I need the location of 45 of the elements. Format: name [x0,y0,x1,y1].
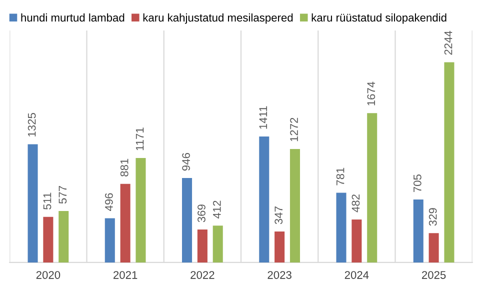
x-tick-label: 2020 [36,271,60,279]
bar [120,184,130,262]
data-label: 511 [43,192,52,210]
bar [197,230,208,262]
bar [58,210,69,262]
data-label: 369 [198,204,206,222]
data-label: 329 [428,208,437,226]
bar [367,113,378,262]
data-label: 881 [120,158,128,176]
legend-label: hundi murtud lambad [21,13,124,22]
legend-label: karu kahjustatud mesilaspered [143,13,293,24]
x-tick-label: 2025 [422,271,446,279]
data-label: 577 [58,186,67,204]
data-label: 1674 [367,82,376,106]
data-label: 781 [336,168,344,186]
bar [428,233,439,262]
data-label: 2244 [444,30,452,55]
data-label: 347 [274,206,283,224]
data-label: 705 [413,174,422,192]
x-tick-label: 2022 [190,271,214,279]
bar [136,158,146,262]
x-tick-label: 2024 [344,271,369,279]
data-label: 1272 [290,118,298,142]
data-label: 412 [212,200,221,218]
bar [413,200,424,262]
bar [104,218,115,262]
data-label: 482 [352,194,360,212]
bar [182,178,192,262]
bar [43,216,54,262]
bar [212,226,223,262]
bar [290,148,300,262]
bar [336,192,346,262]
bar [274,231,285,262]
legend-label: karu rüüstatud silopakendid [312,13,446,24]
x-tick-label: 2021 [114,271,138,279]
bar [444,62,454,262]
data-label: 1325 [28,113,36,136]
data-label: 496 [105,193,113,211]
bar [28,144,38,262]
data-label: 946 [182,153,190,171]
bar [352,219,362,262]
x-tick-label: 2023 [268,271,292,279]
data-label: 1411 [259,106,268,129]
bar [259,136,270,262]
data-label: 1171 [136,128,144,150]
